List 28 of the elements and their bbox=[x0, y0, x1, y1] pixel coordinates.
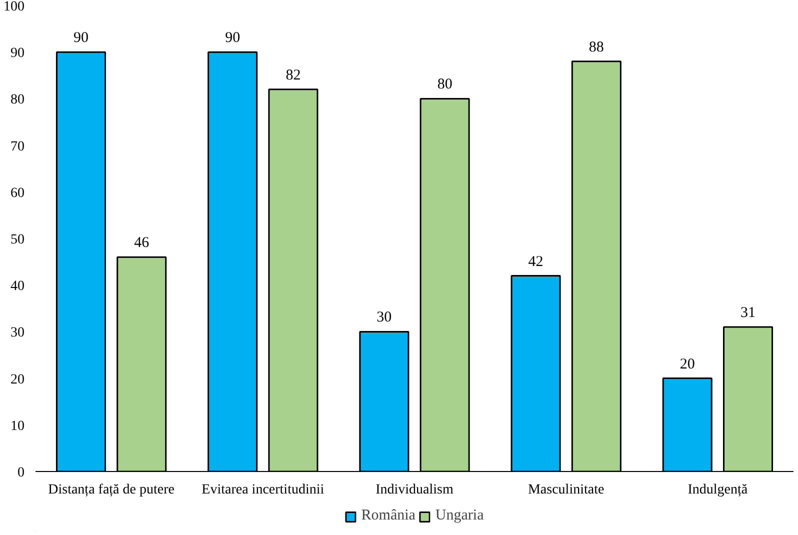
x-tick-label: Individualism bbox=[376, 482, 454, 498]
data-label: 90 bbox=[73, 30, 88, 46]
y-tick-label: 60 bbox=[10, 186, 24, 201]
x-tick-label: Masculinitate bbox=[528, 482, 604, 498]
y-tick-label: 10 bbox=[10, 418, 24, 434]
data-label: 20 bbox=[680, 356, 695, 372]
data-label: 30 bbox=[376, 310, 392, 326]
data-label: 82 bbox=[286, 67, 301, 84]
y-tick-label: 40 bbox=[10, 279, 24, 294]
x-tick-label: Distanța față de putere bbox=[48, 482, 174, 498]
y-tick-label: 80 bbox=[10, 92, 24, 108]
y-tick-label: 90 bbox=[10, 46, 24, 62]
x-tick-label: Indulgență bbox=[688, 482, 748, 498]
y-tick-label: 20 bbox=[10, 372, 24, 388]
legend-label: Ungaria bbox=[435, 508, 484, 524]
data-label: 88 bbox=[588, 39, 604, 56]
data-label: 90 bbox=[225, 30, 240, 46]
x-tick-label: Evitarea incertitudinii bbox=[202, 482, 324, 498]
data-label: 31 bbox=[740, 305, 756, 322]
data-label: 42 bbox=[528, 254, 544, 270]
y-tick-label: 30 bbox=[10, 326, 24, 341]
y-tick-label: 100 bbox=[4, 0, 24, 14]
legend-label: România bbox=[361, 508, 416, 524]
y-tick-label: 50 bbox=[10, 232, 24, 248]
y-tick-label: 0 bbox=[18, 466, 24, 480]
y-tick-label: 70 bbox=[10, 139, 24, 154]
data-label: 80 bbox=[437, 76, 452, 93]
data-label: 46 bbox=[134, 235, 150, 252]
